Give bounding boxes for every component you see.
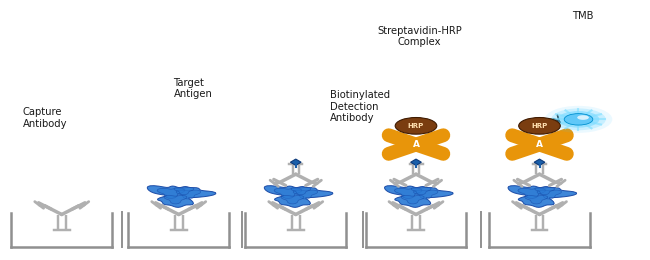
Polygon shape — [293, 190, 318, 199]
Polygon shape — [411, 187, 431, 195]
Text: HRP: HRP — [408, 123, 424, 129]
Polygon shape — [147, 186, 216, 207]
Circle shape — [577, 115, 589, 120]
Polygon shape — [508, 186, 577, 207]
Polygon shape — [411, 159, 421, 165]
Polygon shape — [395, 188, 422, 198]
Polygon shape — [264, 186, 333, 207]
Text: Streptavidin-HRP
Complex: Streptavidin-HRP Complex — [377, 25, 462, 47]
Polygon shape — [164, 196, 187, 204]
Polygon shape — [534, 159, 545, 165]
Text: A: A — [413, 140, 419, 149]
Polygon shape — [176, 190, 201, 199]
Polygon shape — [384, 186, 453, 207]
Polygon shape — [518, 188, 545, 198]
Polygon shape — [174, 187, 194, 195]
Polygon shape — [535, 187, 554, 195]
Text: HRP: HRP — [532, 123, 547, 129]
Polygon shape — [281, 196, 304, 204]
Polygon shape — [413, 190, 438, 199]
Polygon shape — [291, 159, 301, 165]
Circle shape — [519, 118, 560, 134]
Circle shape — [545, 106, 612, 133]
Text: A: A — [536, 140, 543, 149]
Polygon shape — [274, 188, 302, 198]
Text: Capture
Antibody: Capture Antibody — [23, 107, 67, 129]
Circle shape — [551, 108, 606, 130]
Polygon shape — [157, 188, 185, 198]
Text: Biotinylated
Detection
Antibody: Biotinylated Detection Antibody — [330, 90, 390, 123]
Polygon shape — [401, 196, 424, 204]
Polygon shape — [525, 196, 548, 204]
Circle shape — [558, 111, 599, 128]
Text: TMB: TMB — [572, 11, 593, 21]
Circle shape — [564, 114, 593, 125]
Circle shape — [395, 118, 437, 134]
Polygon shape — [291, 187, 311, 195]
Polygon shape — [537, 190, 562, 199]
Text: Target
Antigen: Target Antigen — [174, 77, 213, 99]
